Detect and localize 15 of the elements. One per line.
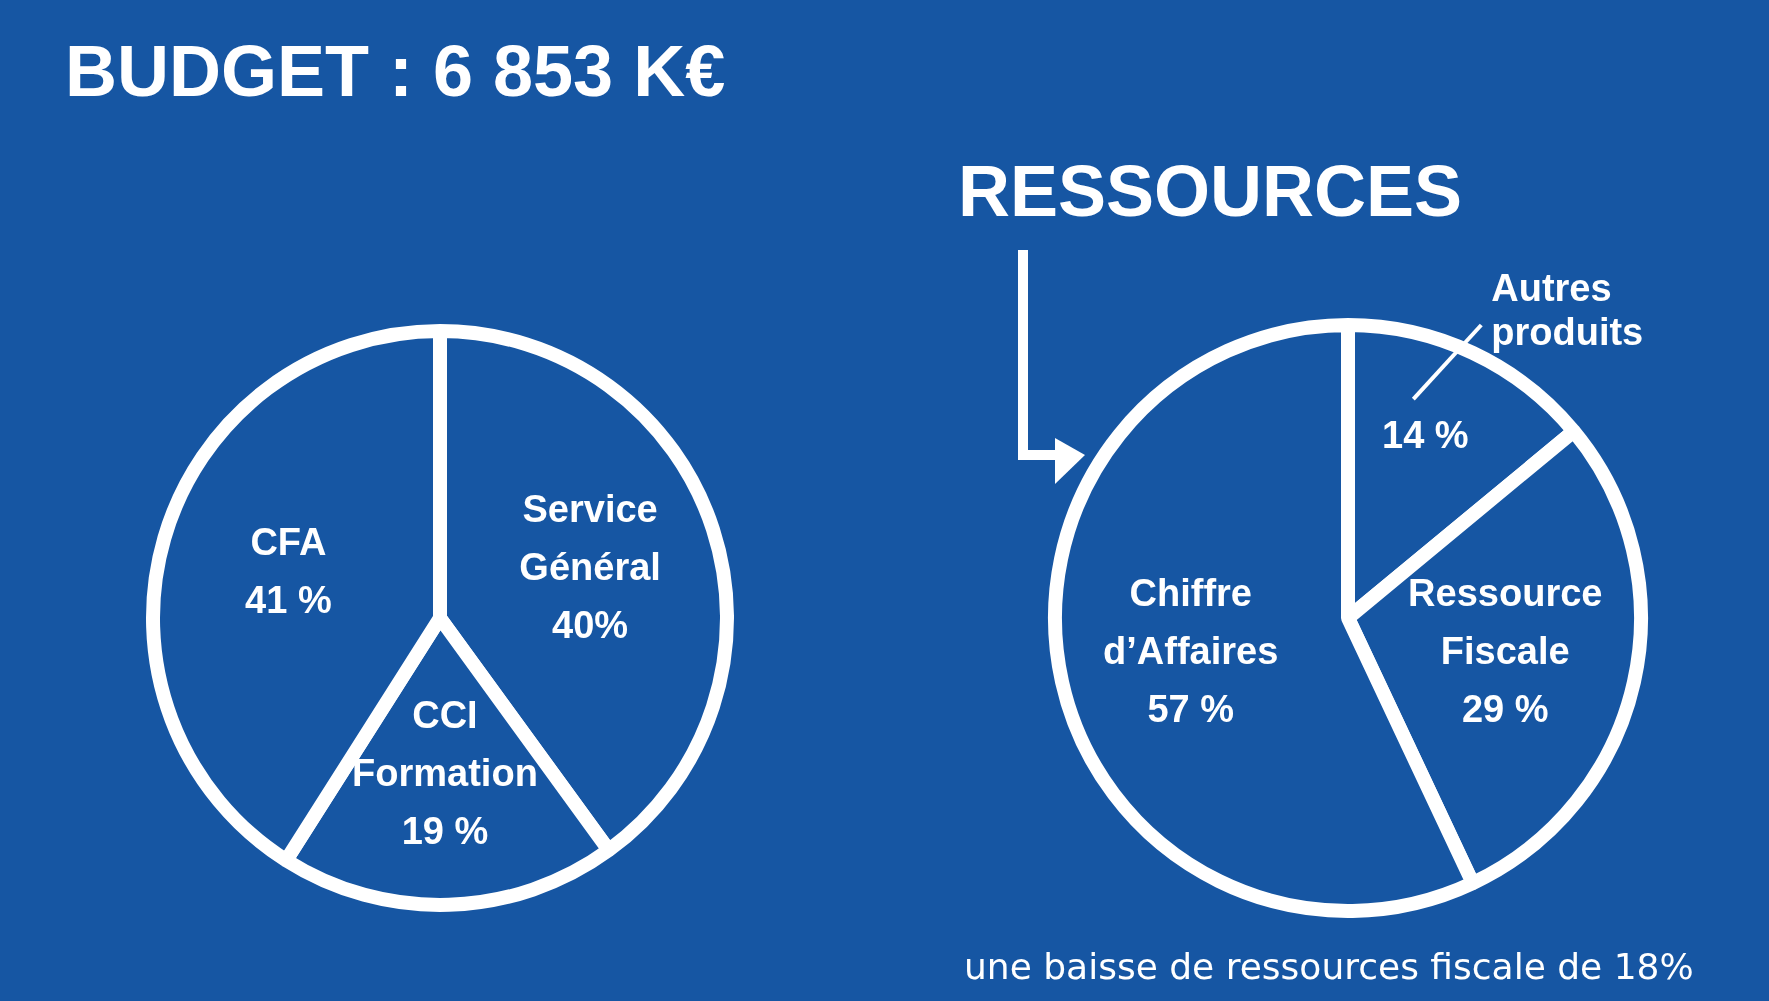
data-label: 29 % — [1461, 687, 1549, 730]
data-label: 19 % — [401, 810, 489, 853]
chart-title: RESSOURCES — [958, 150, 1463, 232]
text: une baisse de ressources fiscale de 18% — [964, 946, 1694, 987]
data-label: 40% — [552, 603, 629, 646]
slice-label: CFA — [250, 521, 327, 564]
slice-label: Ressource Fiscale — [1408, 571, 1603, 672]
data-label: 41 % — [245, 579, 332, 622]
slice-label: Service Général — [519, 487, 661, 588]
chart-title: BUDGET : 6 853 K€ — [65, 30, 726, 112]
data-label: 14 % — [1382, 413, 1469, 456]
slice-label: Chiffre d’Affaires — [1103, 571, 1279, 672]
data-label: 57 % — [1147, 687, 1235, 730]
slice-label: CCI Formation — [352, 694, 538, 795]
slice-label: Autres produits — [1491, 267, 1644, 354]
